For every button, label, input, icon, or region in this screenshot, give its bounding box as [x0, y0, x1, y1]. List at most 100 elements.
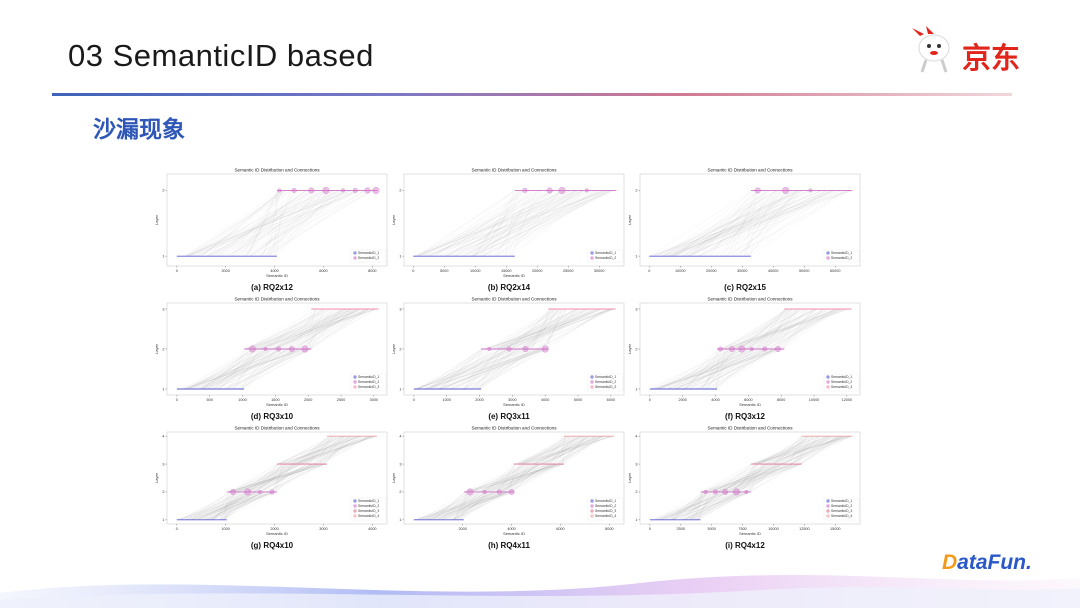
connection-line — [210, 348, 272, 390]
connection-line — [501, 463, 539, 493]
x-tick-label: 15000 — [830, 527, 841, 531]
connection-line — [667, 348, 778, 390]
connection-line — [721, 463, 773, 493]
slide-title: 03 SemanticID based — [68, 38, 374, 73]
connection-line — [509, 308, 599, 350]
connection-line — [258, 463, 307, 493]
connection-line — [443, 348, 523, 390]
connection-line — [483, 308, 604, 350]
cluster-point — [466, 488, 474, 496]
connection-line — [734, 308, 830, 350]
connection-line — [220, 491, 248, 520]
connection-line — [454, 491, 479, 520]
connection-line — [184, 491, 261, 521]
connection-line — [737, 308, 831, 350]
connection-line — [542, 436, 599, 465]
connection-line — [774, 436, 835, 465]
connection-line — [209, 190, 359, 257]
connection-line — [677, 348, 719, 390]
connection-line — [275, 190, 336, 257]
connection-line — [714, 463, 758, 493]
connection-line — [296, 436, 329, 465]
connection-line — [264, 190, 326, 257]
connection-line — [676, 348, 743, 390]
connection-line — [469, 463, 548, 493]
connection-line — [485, 308, 557, 350]
connection-line — [492, 190, 607, 257]
connection-line — [464, 463, 562, 493]
connection-line — [712, 463, 770, 493]
connection-line — [429, 190, 565, 257]
legend-marker — [353, 499, 357, 503]
connection-line — [463, 348, 540, 390]
connection-line — [674, 190, 810, 257]
connection-line — [283, 308, 346, 350]
connection-line — [305, 308, 332, 350]
connection-line — [679, 348, 740, 390]
connection-line — [516, 308, 601, 350]
connection-line — [454, 491, 491, 520]
connection-line — [189, 491, 266, 521]
connection-line — [743, 190, 777, 257]
connection-line — [261, 190, 295, 257]
connection-line — [462, 348, 518, 390]
connection-line — [519, 308, 584, 350]
connection-line — [500, 463, 537, 493]
connection-line — [754, 308, 835, 350]
connection-line — [688, 348, 743, 390]
connection-line — [749, 190, 846, 257]
connection-line — [701, 348, 726, 390]
connection-line — [492, 308, 580, 350]
connection-line — [758, 436, 815, 465]
connection-line — [241, 463, 303, 493]
connection-line — [415, 348, 510, 390]
connection-line — [204, 491, 255, 520]
connection-line — [434, 491, 501, 521]
connection-line — [322, 436, 351, 465]
connection-line — [701, 463, 752, 493]
connection-line — [511, 308, 595, 350]
connection-line — [651, 348, 781, 390]
connection-line — [191, 491, 250, 520]
x-tick-label: 6000 — [319, 269, 327, 273]
connection-line — [278, 436, 333, 465]
connection-line — [277, 435, 362, 465]
chart-svg: Semantic ID Distribution and Connections… — [154, 426, 388, 536]
connection-line — [264, 190, 372, 257]
connection-line — [695, 348, 749, 390]
connection-line — [766, 435, 844, 465]
connection-line — [737, 308, 816, 350]
connection-line — [182, 348, 307, 390]
connection-line — [690, 348, 732, 390]
connection-line — [320, 436, 356, 465]
connection-line — [237, 463, 287, 493]
x-axis-label: Semantic ID — [503, 531, 525, 536]
connection-line — [528, 435, 596, 465]
connection-line — [775, 308, 809, 350]
connection-line — [791, 436, 843, 465]
legend-box — [587, 497, 624, 521]
connection-line — [258, 190, 346, 257]
connection-line — [454, 348, 508, 390]
connection-line — [462, 491, 489, 520]
connection-line — [418, 190, 516, 257]
connection-line — [490, 463, 542, 493]
connection-line — [506, 463, 522, 493]
connection-line — [291, 435, 374, 465]
connection-line — [435, 491, 489, 520]
connection-line — [717, 463, 752, 493]
connection-line — [432, 348, 523, 390]
connection-line — [188, 348, 255, 390]
connection-line — [480, 348, 531, 390]
connection-line — [479, 463, 522, 493]
connections — [413, 435, 614, 521]
connection-line — [701, 463, 773, 493]
connection-line — [515, 308, 551, 350]
connection-line — [713, 463, 754, 493]
connection-line — [687, 190, 828, 257]
connection-line — [708, 463, 798, 493]
connection-line — [513, 435, 577, 465]
connection-line — [196, 190, 342, 257]
connection-line — [496, 190, 608, 257]
